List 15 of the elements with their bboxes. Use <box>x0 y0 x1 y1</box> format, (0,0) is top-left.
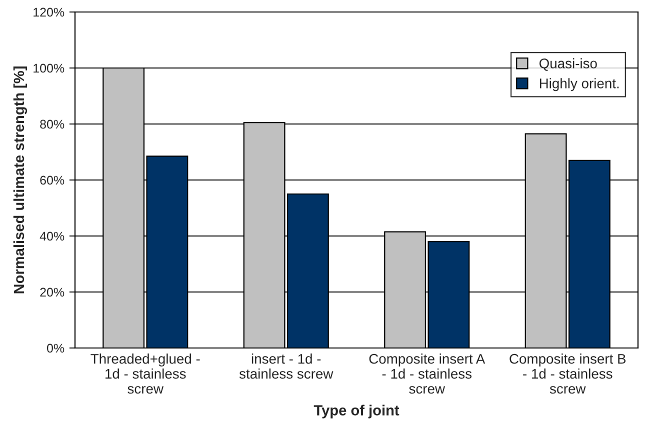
legend-label: Highly orient. <box>540 78 619 92</box>
legend-label: Quasi-iso <box>539 58 597 71</box>
y-tick-label: 40% <box>40 232 64 241</box>
y-tick-label: 60% <box>40 176 64 185</box>
y-tick-label: 80% <box>40 120 64 129</box>
x-axis-title: Type of joint <box>314 404 400 418</box>
y-tick-label: 120% <box>34 8 64 17</box>
y-tick-label: 100% <box>34 64 64 73</box>
x-tick-label: Composite insert B - 1d - stainless screw <box>510 354 626 394</box>
y-axis-title: Normalised ultimate strength [%] <box>13 66 28 294</box>
y-tick-label: 20% <box>40 288 64 297</box>
x-tick-label: insert - 1d - stainless screw <box>239 354 334 379</box>
x-tick-label: Composite insert A - 1d - stainless screw <box>369 354 486 394</box>
y-tick-label: 0% <box>47 344 64 353</box>
x-tick-label: Threaded+glued - 1d - stainless screw <box>90 354 200 394</box>
